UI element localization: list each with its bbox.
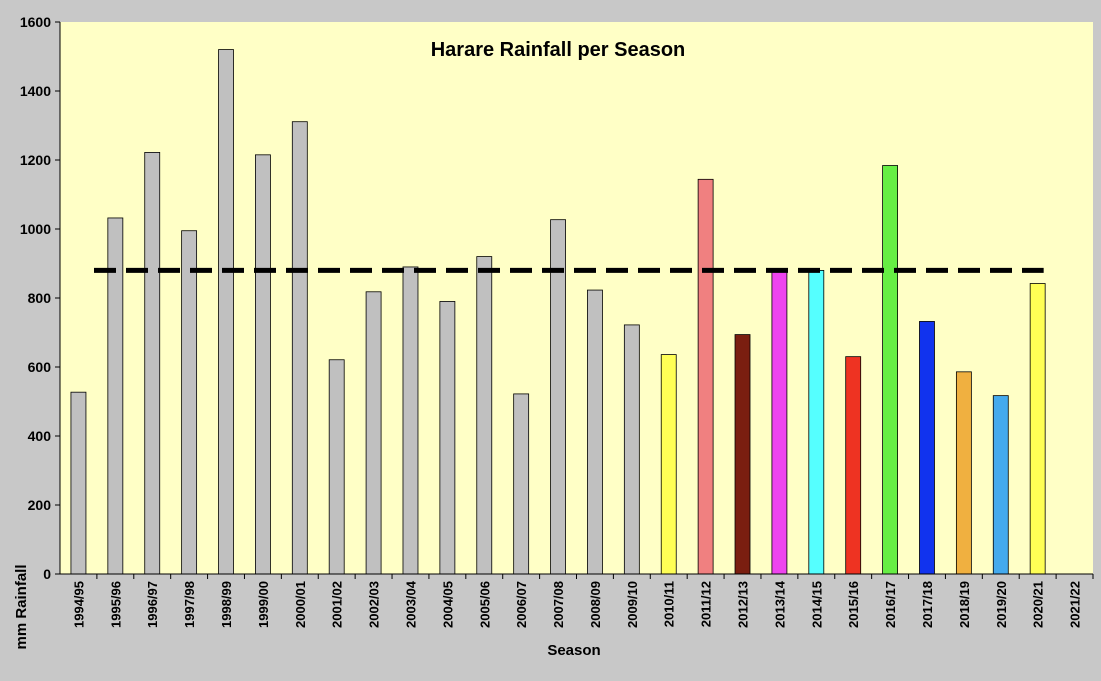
x-tick-label: 2008/09: [588, 581, 603, 628]
bar: [919, 321, 935, 575]
bar: [955, 371, 972, 575]
x-tick-label: 1996/97: [145, 581, 160, 628]
x-tick-label: 2000/01: [293, 581, 308, 628]
x-tick-label: 2016/17: [883, 581, 898, 628]
bar: [992, 395, 1009, 575]
bar: [623, 324, 640, 575]
x-tick-label: 2001/02: [330, 581, 345, 628]
x-tick-label: 2005/06: [477, 581, 492, 628]
x-tick-label: 2003/04: [403, 580, 418, 628]
x-tick-label: 1995/96: [108, 581, 123, 628]
bar: [808, 269, 825, 575]
x-tick-label: 2020/21: [1031, 581, 1046, 628]
x-tick-label: 2018/19: [957, 581, 972, 628]
bar: [845, 356, 862, 575]
bar: [771, 269, 788, 575]
x-tick-label: 2019/20: [994, 581, 1009, 628]
x-tick-label: 2013/14: [772, 580, 787, 628]
x-tick-label: 2017/18: [920, 581, 935, 628]
x-tick-label: 2006/07: [514, 581, 529, 628]
x-tick-label: 1999/00: [256, 581, 271, 628]
x-tick-label: 2015/16: [846, 581, 861, 628]
y-tick-label: 400: [28, 428, 52, 444]
x-tick-label: 2012/13: [736, 581, 751, 628]
plot-area: [60, 22, 1093, 574]
y-tick-label: 600: [28, 359, 52, 375]
bar: [181, 230, 198, 575]
y-ticks-layer: 0 200 400 600 800 1000 1200 1400 1600: [20, 14, 60, 582]
bar: [1029, 283, 1046, 575]
y-axis-label: mm Rainfall: [13, 564, 30, 649]
x-tick-label: 2010/11: [662, 581, 677, 627]
y-tick-label: 800: [28, 290, 52, 306]
bar: [70, 391, 87, 575]
x-ticks-layer: 1994/95 1995/96 1996/97 1997/98 1998/99 1999/…: [71, 574, 1094, 628]
y-tick-label: 1000: [20, 221, 51, 237]
x-tick-label: 1998/99: [219, 581, 234, 628]
x-tick-label: 1994/95: [71, 581, 86, 628]
bar: [365, 291, 382, 575]
x-tick-label: 2009/10: [625, 581, 640, 628]
bar: [402, 266, 419, 575]
bar: [255, 154, 271, 575]
x-tick-label: 1997/98: [182, 581, 197, 628]
x-tick-label: 2014/15: [809, 581, 824, 628]
y-tick-label: 1200: [20, 152, 51, 168]
y-tick-label: 0: [43, 566, 51, 582]
bar: [328, 359, 345, 575]
x-tick-label: 2021/22: [1068, 581, 1083, 628]
bar: [439, 301, 456, 575]
bar: [513, 393, 530, 575]
x-tick-label: 2002/03: [367, 581, 382, 628]
x-tick-label: 2004/05: [440, 581, 455, 628]
bar: [660, 354, 677, 575]
bar: [218, 49, 234, 575]
bar: [882, 165, 898, 575]
x-tick-label: 2007/08: [551, 581, 566, 628]
bar: [476, 256, 493, 575]
bar: [587, 289, 603, 575]
bars-layer: [70, 49, 1046, 575]
y-tick-label: 1400: [20, 83, 51, 99]
bar: [144, 152, 161, 575]
chart-title: Harare Rainfall per Season: [431, 39, 686, 61]
y-tick-label: 1600: [20, 14, 51, 30]
y-tick-label: 200: [28, 497, 52, 513]
x-tick-label: 2011/12: [699, 581, 714, 627]
bar: [291, 121, 308, 575]
bar: [697, 178, 714, 575]
bar: [734, 334, 751, 575]
x-axis-label: Season: [547, 642, 600, 659]
